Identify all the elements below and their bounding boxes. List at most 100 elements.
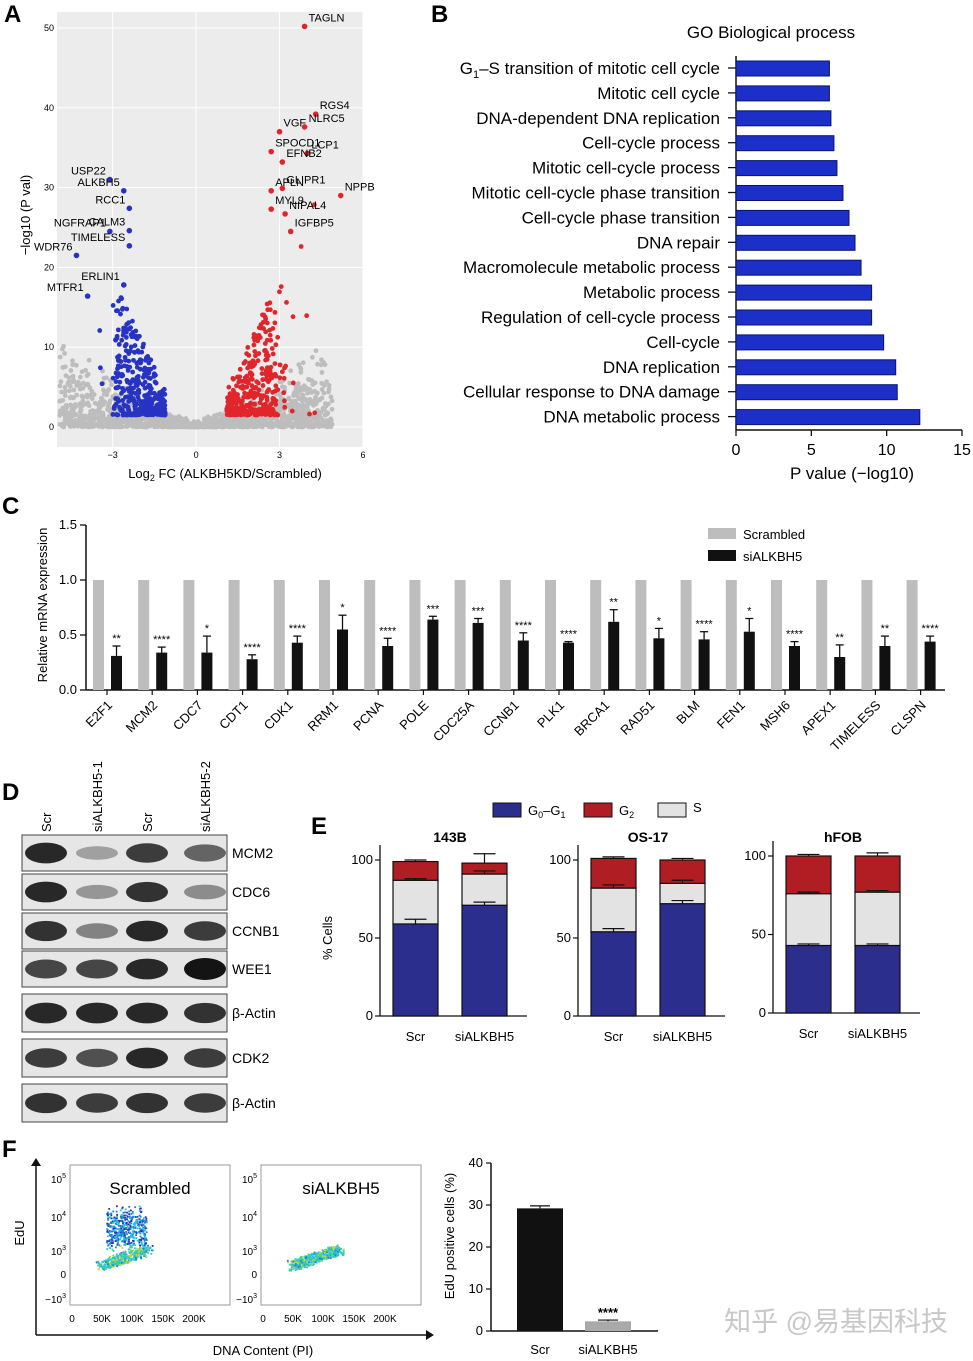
legend-swatch-scrambled (708, 528, 736, 539)
volcano-point-ns (71, 387, 77, 393)
volcano-point-ns (320, 406, 326, 411)
volcano-point-ns (83, 367, 88, 373)
blot-band (184, 1002, 226, 1024)
volcano-point-ns (279, 384, 285, 390)
flow-event-dot (342, 1250, 345, 1253)
mrna-bars: 0.00.51.01.5**E2F1****MCM2*CDC7****CDT1*… (59, 517, 939, 754)
mrna-bar-scrambled (635, 580, 647, 690)
flow-event-dot (139, 1207, 142, 1210)
volcano-point-down (126, 409, 132, 415)
volcano-point-ns (291, 403, 297, 409)
mrna-category-label: RRM1 (304, 698, 341, 735)
volcano-point-ns (235, 416, 241, 422)
flow-y-tick-label: −103 (236, 1293, 257, 1306)
flow-event-dot (122, 1238, 125, 1240)
flow-event-dot (135, 1249, 137, 1252)
flow-event-dot (310, 1260, 313, 1262)
flow-event-dot (121, 1207, 123, 1210)
volcano-point-down (138, 360, 144, 365)
volcano-point-ns (243, 421, 249, 427)
flow-event-dot (130, 1216, 133, 1219)
volcano-point-ns (64, 419, 69, 425)
flow-event-dot (110, 1234, 113, 1236)
flow-event-dot (333, 1246, 336, 1249)
volcano-point-up (232, 410, 238, 416)
flow-event-dot (139, 1248, 142, 1251)
flow-event-dot (337, 1253, 340, 1256)
flow-event-dot (114, 1219, 117, 1222)
flow-event-dot (319, 1257, 321, 1260)
edu-category-label: siALKBH5 (578, 1342, 637, 1357)
flow-event-dot (115, 1261, 118, 1264)
flow-event-dot (105, 1268, 107, 1270)
flow-event-dot (124, 1216, 127, 1219)
flow-event-dot (128, 1255, 131, 1257)
blot-lane-label: Scr (39, 812, 54, 832)
blot-band (126, 881, 168, 903)
flow-event-dot (136, 1227, 139, 1230)
flow-event-dot (126, 1262, 129, 1265)
flow-event-dot (103, 1260, 106, 1262)
volcano-x-tick-label: 3 (277, 450, 282, 460)
flow-event-dot (108, 1240, 111, 1243)
flow-event-dot (336, 1244, 339, 1247)
volcano-point-ns (89, 423, 95, 429)
flow-event-dot (293, 1264, 296, 1267)
flow-event-dot (126, 1255, 129, 1258)
volcano-point-ns (318, 415, 323, 420)
flow-event-dot (128, 1259, 130, 1262)
flow-event-dot (310, 1258, 312, 1260)
flow-event-dot (124, 1223, 126, 1226)
flow-event-dot (105, 1266, 108, 1269)
flow-event-dot (123, 1234, 126, 1237)
flow-event-dot (111, 1236, 113, 1239)
blot-lane-label: siALKBH5-1 (90, 761, 105, 832)
flow-event-dot (139, 1228, 142, 1231)
flow-event-dot (314, 1253, 317, 1256)
mrna-y-tick-label: 1.5 (59, 517, 77, 532)
flow-event-dot (152, 1249, 154, 1252)
flow-event-dot (106, 1248, 109, 1251)
flow-event-dot (115, 1239, 118, 1242)
flow-event-dot (328, 1246, 331, 1249)
volcano-point-ns (59, 423, 65, 429)
flow-event-dot (139, 1251, 141, 1254)
volcano-point-ns (307, 400, 312, 406)
cell-cycle-y-tick-label: 0 (759, 1005, 766, 1020)
volcano-point-ns (306, 376, 311, 382)
flow-event-dot (145, 1231, 148, 1234)
flow-event-dot (304, 1264, 307, 1266)
flow-event-dot (95, 1261, 98, 1264)
flow-event-dot (111, 1248, 114, 1251)
volcano-point-ns (124, 417, 129, 423)
volcano-point-down (126, 358, 132, 364)
volcano-point-up (289, 408, 295, 414)
volcano-point-up (242, 390, 247, 396)
flow-event-dot (142, 1226, 145, 1229)
flow-event-dot (107, 1244, 110, 1247)
go-category-label: Cell-cycle (646, 333, 720, 352)
flow-event-dot (142, 1253, 145, 1256)
mrna-category-label: POLE (396, 697, 431, 732)
go-category-label: DNA-dependent DNA replication (476, 109, 720, 128)
flow-event-dot (140, 1256, 142, 1259)
go-category-label: Macromolecule metabolic process (463, 258, 720, 277)
go-x-tick-label: 10 (878, 442, 896, 459)
flow-event-dot (311, 1256, 314, 1259)
volcano-point-ns (289, 399, 295, 404)
flow-event-dot (125, 1243, 128, 1245)
volcano-point-ns (66, 388, 72, 394)
volcano-point-ns (287, 380, 293, 386)
flow-event-dot (315, 1262, 318, 1265)
volcano-point-down (162, 402, 168, 408)
flow-event-dot (116, 1263, 118, 1266)
flow-event-dot (125, 1221, 128, 1224)
flow-event-dot (128, 1227, 131, 1230)
volcano-point-up (239, 398, 245, 404)
flow-event-dot (310, 1252, 313, 1255)
go-category-label: Regulation of cell-cycle process (481, 308, 720, 327)
flow-event-dot (122, 1211, 125, 1214)
flow-event-dot (116, 1228, 119, 1230)
volcano-point-ns (298, 366, 304, 372)
